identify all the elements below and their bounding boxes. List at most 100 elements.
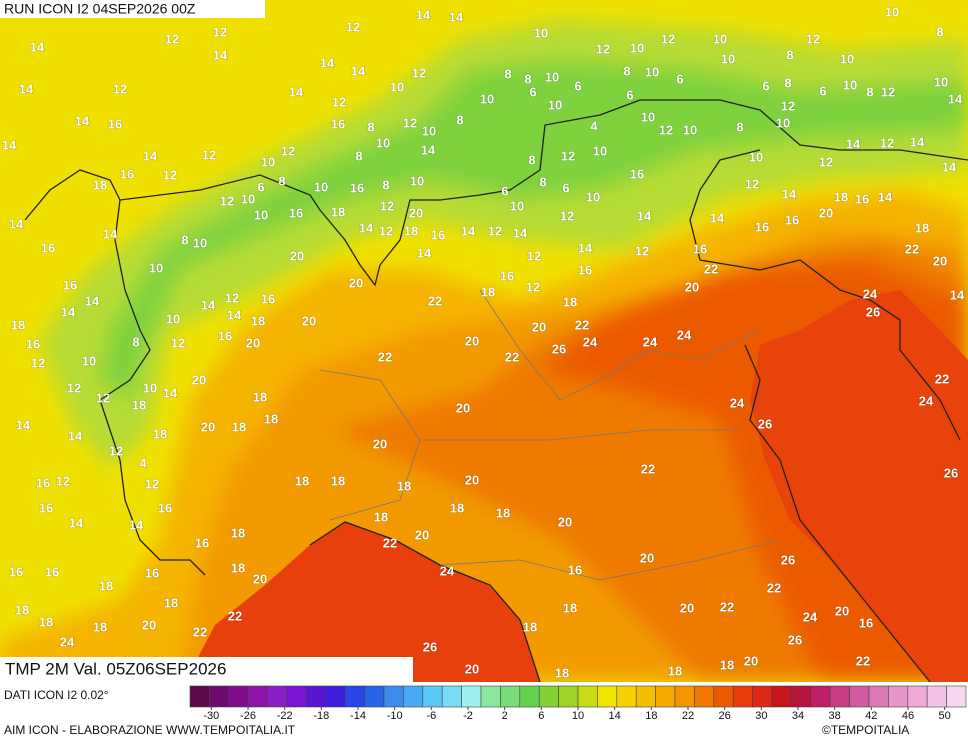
temperature-label: 10 (586, 189, 600, 204)
temperature-label: 6 (257, 179, 264, 194)
temperature-label: 10 (885, 4, 899, 19)
temperature-label: 18 (15, 602, 29, 617)
colorbar-swatch (286, 685, 307, 708)
colorbar-label: -14 (350, 710, 366, 722)
temperature-label: 14 (942, 159, 957, 174)
colorbar-label: -18 (313, 710, 329, 722)
colorbar-swatch (306, 685, 327, 708)
temperature-label: 16 (630, 166, 644, 181)
temperature-label: 12 (560, 208, 574, 223)
temperature-label: 14 (68, 428, 83, 443)
temperature-label: 4 (590, 118, 598, 133)
colorbar-swatch (829, 685, 850, 708)
temperature-label: 22 (575, 317, 589, 332)
temperature-label: 24 (583, 334, 598, 349)
colorbar-swatch (364, 685, 385, 708)
valid-title: TMP 2M Val. 05Z06SEP2026 (5, 659, 226, 678)
temperature-label: 16 (158, 500, 172, 515)
valid-box (0, 657, 413, 682)
temperature-label: 20 (819, 205, 833, 220)
temperature-label: 24 (440, 563, 455, 578)
temperature-label: 12 (171, 335, 185, 350)
temperature-label: 14 (878, 189, 893, 204)
colorbar-swatch (519, 685, 540, 708)
temperature-label: 16 (45, 564, 59, 579)
temperature-label: 24 (643, 334, 658, 349)
colorbar-swatch (888, 685, 909, 708)
colorbar-swatch (577, 685, 598, 708)
temperature-label: 12 (527, 248, 541, 263)
temperature-label: 8 (181, 232, 188, 247)
colorbar-swatch (441, 685, 462, 708)
temperature-label: 16 (36, 475, 50, 490)
temperature-label: 18 (523, 619, 537, 634)
map-fields (0, 0, 968, 682)
temperature-label: 20 (640, 550, 654, 565)
temperature-label: 26 (781, 552, 795, 567)
temperature-label: 12 (220, 193, 234, 208)
temperature-label: 8 (367, 119, 374, 134)
colorbar-swatch (189, 685, 210, 708)
colorbar-label: 38 (829, 710, 841, 722)
colorbar-swatch (558, 685, 579, 708)
temperature-label: 22 (505, 349, 519, 364)
colorbar-swatch (247, 685, 268, 708)
temperature-label: 22 (641, 461, 655, 476)
temperature-label: 14 (61, 304, 76, 319)
colorbar-label: -10 (387, 710, 403, 722)
temperature-label: 14 (85, 293, 100, 308)
temperature-label: 8 (786, 47, 793, 62)
temperature-label: 14 (421, 142, 436, 157)
temperature-label: 24 (677, 327, 692, 342)
temperature-label: 18 (253, 389, 267, 404)
temperature-label: 12 (163, 167, 177, 182)
colorbar-label: 18 (645, 710, 657, 722)
temperature-label: 20 (465, 661, 479, 676)
temperature-label: 18 (164, 595, 178, 610)
temperature-label: 10 (82, 353, 96, 368)
temperature-label: 12 (745, 176, 759, 191)
temperature-label: 12 (213, 24, 227, 39)
colorbar: -30 -26 -22 -18 -14 -10 -6 -2 2 6 10 14 18 22 26 30 34 38… (189, 685, 967, 722)
temperature-label: 10 (843, 77, 857, 92)
temperature-label: 18 (450, 500, 464, 515)
temperature-label: 18 (231, 560, 245, 575)
colorbar-swatch (946, 685, 967, 708)
copyright: ©TEMPOITALIA (822, 723, 909, 737)
temperature-label: 18 (251, 313, 265, 328)
temperature-label: 18 (295, 473, 309, 488)
temperature-label: 12 (380, 198, 394, 213)
colorbar-swatch (771, 685, 792, 708)
temperature-label: 14 (513, 225, 528, 240)
temperature-label: 10 (193, 235, 207, 250)
temperature-label: 8 (736, 119, 743, 134)
temperature-label: 6 (562, 180, 569, 195)
temperature-label: 24 (863, 286, 878, 301)
temperature-label: 14 (449, 9, 464, 24)
temperature-label: 8 (866, 84, 873, 99)
temperature-label: 8 (382, 177, 389, 192)
temperature-label: 16 (331, 116, 345, 131)
temperature-label: 18 (563, 600, 577, 615)
temperature-label: 14 (950, 287, 965, 302)
temperature-label: 20 (253, 571, 267, 586)
temperature-label: 6 (762, 78, 769, 93)
temperature-label: 18 (264, 411, 278, 426)
colorbar-label: 30 (755, 710, 767, 722)
temperature-label: 14 (103, 226, 118, 241)
temperature-label: 22 (767, 580, 781, 595)
temperature-label: 16 (578, 262, 592, 277)
temperature-label: 12 (346, 19, 360, 34)
temperature-label: 18 (153, 426, 167, 441)
credit: AIM ICON - ELABORAZIONE WWW.TEMPOITALIA.… (4, 723, 296, 737)
temperature-label: 10 (149, 260, 163, 275)
temperature-label: 14 (637, 208, 652, 223)
temperature-label: 22 (720, 599, 734, 614)
temperature-label: 22 (193, 624, 207, 639)
temperature-label: 14 (910, 134, 925, 149)
colorbar-swatch (480, 685, 501, 708)
colorbar-label: 42 (865, 710, 877, 722)
colorbar-swatch (403, 685, 424, 708)
temperature-label: 18 (404, 223, 418, 238)
